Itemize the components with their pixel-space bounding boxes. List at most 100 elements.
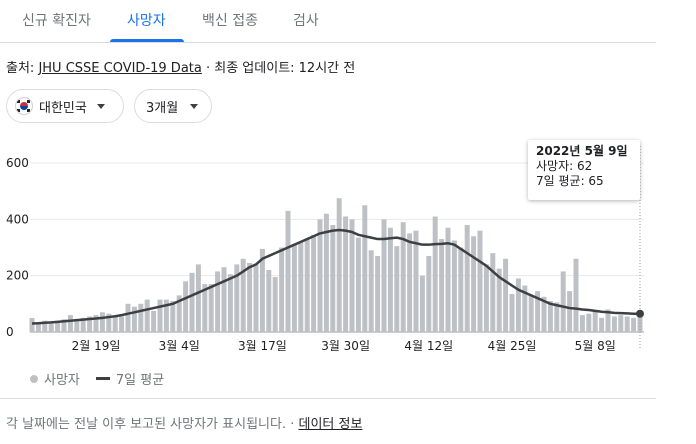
period-selector[interactable]: 3개월: [134, 89, 212, 123]
bar: [138, 303, 144, 332]
bar: [61, 319, 67, 332]
bar: [451, 240, 457, 332]
x-tick-label: 2월 19일: [72, 339, 121, 353]
bar: [554, 302, 560, 332]
bar: [157, 299, 163, 332]
bar: [605, 309, 611, 332]
chart-tooltip: 2022년 5월 9일 사망자: 62 7일 평균: 65: [528, 140, 640, 200]
x-tick-label: 3월 30일: [321, 339, 370, 353]
bar: [93, 315, 99, 332]
bar: [35, 322, 41, 332]
bar: [131, 306, 137, 332]
tab-bar: 신규 확진자 사망자 백신 접종 검사: [0, 0, 656, 43]
chevron-down-icon: [190, 103, 199, 109]
bar: [464, 224, 470, 332]
bar: [362, 205, 368, 332]
period-label: 3개월: [146, 100, 179, 116]
bar: [227, 274, 233, 332]
bar: [247, 262, 253, 332]
bar: [624, 316, 630, 332]
bar: [381, 219, 387, 332]
bar: [48, 323, 54, 332]
bar: [349, 219, 355, 332]
bar: [112, 316, 118, 332]
bar: [413, 230, 419, 332]
tooltip-deaths: 사망자: 62: [536, 159, 593, 173]
bar: [592, 310, 598, 332]
bar: [330, 224, 336, 332]
bar: [631, 317, 637, 332]
bar: [503, 258, 509, 332]
bar: [445, 227, 451, 332]
bar: [323, 213, 329, 332]
tab-testing[interactable]: 검사: [293, 13, 319, 29]
region-selector[interactable]: 대한민국: [6, 89, 124, 123]
bar: [195, 264, 201, 332]
bar: [87, 316, 93, 332]
bar: [515, 278, 521, 332]
bar: [458, 247, 464, 332]
bar: [151, 310, 157, 332]
bar: [336, 198, 342, 332]
tab-new-cases[interactable]: 신규 확진자: [22, 13, 91, 29]
bar: [547, 301, 553, 332]
bar: [541, 296, 547, 332]
legend-bars-label: 사망자: [44, 373, 80, 388]
bar: [234, 264, 240, 332]
bar: [477, 230, 483, 332]
chart-legend: 사망자 7일 평균: [30, 369, 164, 388]
bar: [183, 281, 189, 332]
bar: [125, 303, 131, 332]
divider: [0, 398, 656, 399]
bar: [106, 313, 112, 332]
bar: [215, 271, 221, 332]
x-tick-label: 3월 17일: [238, 339, 287, 353]
tooltip-date: 2022년 5월 9일: [536, 144, 628, 158]
legend-bar-swatch: [30, 374, 38, 383]
region-label: 대한민국: [39, 100, 87, 116]
data-info-link[interactable]: 데이터 정보: [298, 417, 363, 432]
legend-line-label: 7일 평균: [115, 373, 165, 388]
source-link[interactable]: JHU CSSE COVID-19 Data: [38, 61, 202, 76]
average-line: [31, 228, 640, 325]
tab-deaths[interactable]: 사망자: [127, 13, 166, 29]
footnote-text: 각 날짜에는 전날 이후 보고된 사망자가 표시됩니다.: [6, 417, 287, 432]
bar: [355, 237, 361, 332]
bar: [618, 315, 624, 332]
bar: [99, 312, 105, 332]
bar: [387, 227, 393, 332]
bar: [67, 315, 73, 332]
bar: [419, 275, 425, 332]
bar: [29, 317, 35, 332]
bar: [221, 267, 227, 332]
bar: [298, 241, 304, 332]
y-tick-label: 400: [6, 212, 29, 226]
bar: [509, 293, 515, 332]
bar: [599, 317, 605, 332]
bar: [368, 250, 374, 332]
bar: [522, 285, 528, 332]
footnote-separator: ·: [286, 417, 299, 432]
bar: [483, 264, 489, 332]
last-updated: · 최종 업데이트: 12시간 전: [201, 61, 356, 76]
highlight-point: [636, 309, 644, 318]
active-tab-indicator: [110, 39, 184, 42]
bar: [579, 315, 585, 332]
x-tick-label: 4월 25일: [488, 339, 537, 353]
x-tick-label: 3월 4일: [159, 339, 200, 353]
bar: [208, 284, 214, 332]
bar: [567, 291, 573, 332]
bar: [119, 316, 125, 332]
tab-vaccination[interactable]: 백신 접종: [202, 13, 258, 29]
bar: [176, 295, 182, 332]
bar: [471, 236, 477, 332]
source-line: 출처: JHU CSSE COVID-19 Data · 최종 업데이트: 12…: [6, 57, 355, 76]
y-tick-label: 0: [6, 325, 14, 339]
bar: [272, 277, 278, 332]
bar: [394, 246, 400, 332]
bar: [74, 319, 80, 332]
bar: [55, 320, 61, 332]
bar: [573, 258, 579, 332]
bar: [407, 233, 413, 332]
